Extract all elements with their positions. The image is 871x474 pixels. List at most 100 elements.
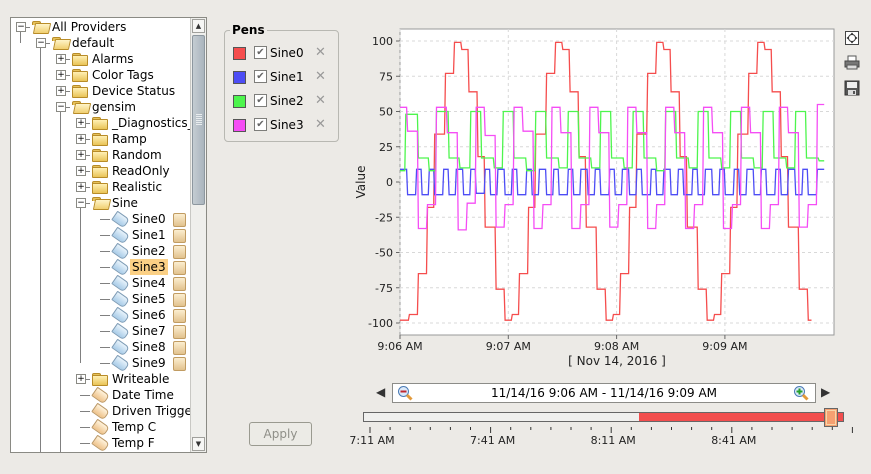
timeline-scrollbar[interactable]	[363, 412, 844, 422]
tree-node[interactable]: Sine9	[11, 354, 191, 373]
expand-icon[interactable]: +	[56, 86, 66, 96]
scroll-down-button[interactable]: ▼	[192, 437, 205, 451]
tree-connector	[80, 395, 90, 396]
tree-node[interactable]: Sine0	[11, 210, 191, 229]
pens-panel: ✔ Sine0 ✕ ✔ Sine1 ✕ ✔ Sine2 ✕ ✔ Sine3 ✕	[224, 30, 339, 142]
tree-node-label: Sine1	[132, 228, 166, 242]
history-icon	[173, 213, 186, 227]
tree-node[interactable]: − Sine	[11, 195, 191, 211]
tree-node[interactable]: Temp F	[11, 434, 191, 452]
pen-name: Sine2	[270, 94, 304, 108]
tree-node-label: Sine	[112, 196, 138, 210]
expand-icon[interactable]: +	[76, 150, 86, 160]
tree-connector	[100, 363, 110, 364]
collapse-icon[interactable]: −	[16, 22, 26, 32]
y-tick-label: -50	[375, 247, 393, 260]
series-line-sine3	[400, 103, 825, 231]
folder-icon	[92, 373, 108, 386]
expand-icon[interactable]: +	[76, 374, 86, 384]
y-tick-label: -25	[375, 211, 393, 224]
apply-button[interactable]: Apply	[249, 422, 312, 446]
expand-icon[interactable]: +	[56, 70, 66, 80]
pan-left-button[interactable]: ◀	[376, 385, 386, 399]
expand-icon[interactable]: +	[76, 182, 86, 192]
pan-right-button[interactable]: ▶	[821, 385, 831, 399]
tree-node[interactable]: + Ramp	[11, 131, 191, 147]
scroll-up-button[interactable]: ▲	[192, 19, 205, 33]
tree-node[interactable]: Sine5	[11, 290, 191, 309]
folder-open-icon	[72, 101, 92, 114]
pen-color-swatch[interactable]	[233, 119, 246, 132]
tree-guide-line	[20, 31, 21, 43]
y-tick-label: 50	[379, 106, 393, 119]
collapse-icon[interactable]: −	[36, 38, 46, 48]
tree-node[interactable]: + Writeable	[11, 371, 191, 387]
expand-icon[interactable]: +	[76, 118, 86, 128]
series-line-sine1	[400, 168, 825, 196]
tree-node[interactable]: Sine4	[11, 274, 191, 293]
pen-color-swatch[interactable]	[233, 71, 246, 84]
history-icon	[173, 309, 186, 323]
timeline-handle[interactable]	[824, 408, 838, 427]
tree-node[interactable]: + Realistic	[11, 179, 191, 195]
tree-node[interactable]: + Color Tags	[11, 67, 191, 83]
save-icon[interactable]	[844, 80, 860, 96]
expand-icon[interactable]: +	[56, 54, 66, 64]
tree-scrollbar[interactable]: ▲ ▼	[190, 18, 206, 452]
pen-visible-checkbox[interactable]: ✔	[254, 70, 267, 83]
tree-node-label: Sine5	[132, 292, 166, 306]
pen-name: Sine1	[270, 70, 304, 84]
tree-node[interactable]: Sine1	[11, 226, 191, 245]
expand-icon[interactable]: +	[76, 134, 86, 144]
print-icon[interactable]	[844, 55, 860, 71]
pen-visible-checkbox[interactable]: ✔	[254, 46, 267, 59]
tree-node[interactable]: Sine8	[11, 338, 191, 357]
tree-node-label: Ramp	[112, 132, 147, 146]
tree-node[interactable]: − default	[11, 35, 191, 51]
remove-pen-icon[interactable]: ✕	[315, 69, 326, 84]
tree-node-label: All Providers	[52, 20, 127, 34]
tree-node[interactable]: − All Providers	[11, 19, 191, 35]
tree-node[interactable]: + _Diagnostics_	[11, 115, 194, 131]
tree-connector	[100, 331, 110, 332]
pen-color-swatch[interactable]	[233, 47, 246, 60]
tag-browser-tree[interactable]: − All Providers − default + Alarms + Color Tags…	[10, 17, 207, 453]
tree-node[interactable]: + Random	[11, 147, 191, 163]
folder-icon	[92, 149, 108, 162]
tree-node-label: Writeable	[112, 372, 170, 386]
remove-pen-icon[interactable]: ✕	[315, 45, 326, 60]
tree-node[interactable]: − gensim	[11, 99, 191, 115]
pen-visible-checkbox[interactable]: ✔	[254, 118, 267, 131]
zoom-fit-icon[interactable]	[844, 30, 860, 46]
tree-node[interactable]: + Alarms	[11, 51, 191, 67]
series-line-sine2	[400, 110, 825, 172]
zoom-in-icon[interactable]	[793, 385, 809, 404]
tree-node[interactable]: Date Time	[11, 386, 191, 405]
tree-node[interactable]: + Device Status	[11, 83, 191, 99]
tree-node[interactable]: Sine3	[11, 258, 191, 277]
remove-pen-icon[interactable]: ✕	[315, 117, 326, 132]
tree-node[interactable]: Temp C	[11, 418, 191, 437]
date-range-text: 11/14/16 9:06 AM - 11/14/16 9:09 AM	[490, 386, 718, 400]
tree-node[interactable]: + ReadOnly	[11, 163, 191, 179]
expand-icon[interactable]: +	[76, 166, 86, 176]
history-icon	[173, 357, 186, 371]
y-tick-label: 0	[386, 176, 393, 189]
scroll-thumb[interactable]	[192, 35, 205, 205]
tree-node[interactable]: Sine6	[11, 306, 191, 325]
collapse-icon[interactable]: −	[56, 102, 66, 112]
timeline-tick-label: 8:11 AM	[591, 434, 636, 447]
tree-node[interactable]: Sine7	[11, 322, 191, 341]
pen-color-swatch[interactable]	[233, 95, 246, 108]
tree-connector	[80, 411, 90, 412]
date-range-field[interactable]: 11/14/16 9:06 AM - 11/14/16 9:09 AM	[392, 383, 816, 403]
timeline-tick-label: 7:11 AM	[349, 434, 394, 447]
tree-node[interactable]: Driven Trigger	[11, 402, 197, 421]
pen-visible-checkbox[interactable]: ✔	[254, 94, 267, 107]
zoom-out-icon[interactable]	[397, 385, 413, 404]
tree-connector	[100, 299, 110, 300]
remove-pen-icon[interactable]: ✕	[315, 93, 326, 108]
collapse-icon[interactable]: −	[76, 198, 86, 208]
tree-node[interactable]: Sine2	[11, 242, 191, 261]
